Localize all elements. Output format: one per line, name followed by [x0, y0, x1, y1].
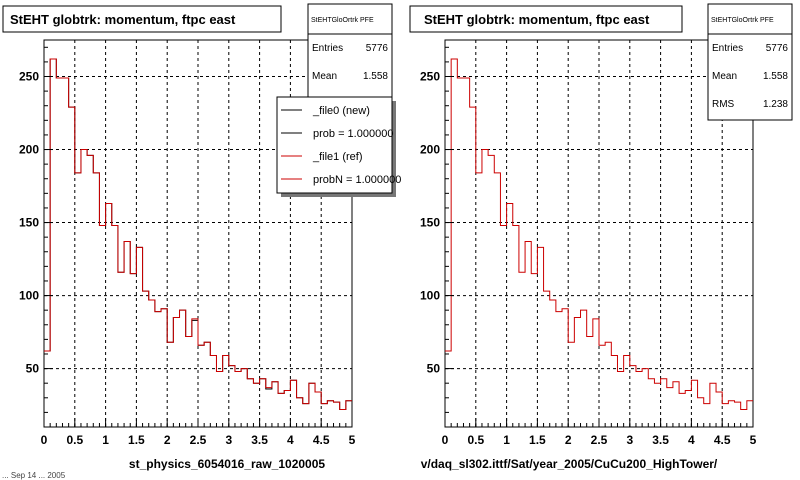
left-x-axis-label: st_physics_6054016_raw_1020005	[129, 457, 325, 471]
right-stats-header: StEHTGloOrtrk PFE	[711, 17, 774, 24]
x-tick-label: 2.5	[591, 433, 608, 447]
right-chart-title: StEHT globtrk: momentum, ftpc east	[424, 12, 650, 27]
x-tick-label: 2	[164, 433, 171, 447]
x-tick-label: 0	[41, 433, 48, 447]
right-stats-label: Mean	[712, 71, 737, 82]
x-tick-label: 4.5	[313, 433, 330, 447]
left-stats-label: Entries	[312, 43, 343, 54]
x-tick-label: 4	[287, 433, 294, 447]
x-tick-label: 5	[349, 433, 356, 447]
y-tick-label: 50	[427, 362, 441, 376]
left-stats-value: 5776	[366, 43, 389, 54]
left-title-box	[2, 5, 282, 33]
legend-entry-file1: _file1 (ref)	[312, 151, 363, 163]
left-stats-box	[307, 3, 393, 99]
left-axes: 0 0.5 1 1.5 2 2.5 3 3.5 4 4.5 5 50 100 150 200 250	[19, 46, 356, 447]
right-stats-value: 5776	[766, 43, 789, 54]
right-stats-value: 1.238	[763, 99, 788, 110]
right-x-axis-label: v/daq_sl302.ittf/Sat/year_2005/CuCu200_H…	[421, 457, 718, 471]
legend-entry-file0: _file0 (new)	[312, 105, 370, 117]
right-stats-label: Entries	[712, 43, 743, 54]
left-grid	[44, 40, 352, 427]
x-tick-label: 2.5	[190, 433, 207, 447]
y-tick-label: 250	[19, 70, 39, 84]
left-stats-label: Mean	[312, 71, 337, 82]
x-tick-label: 1.5	[529, 433, 546, 447]
left-stats-header: StEHTGloOrtrk PFE	[311, 17, 374, 24]
right-panel: 0 0.5 1 1.5 2 2.5 3 3.5 4 4.5 5 50 100 150 200 250 StEH…	[409, 3, 793, 471]
right-axes: 0 0.5 1 1.5 2 2.5 3 3.5 4 4.5 5 50 100 150 200 250	[420, 46, 757, 447]
legend-entry-probn: probN = 1.000000	[313, 174, 401, 186]
y-tick-label: 50	[26, 362, 40, 376]
right-title-box	[409, 5, 683, 33]
x-tick-label: 0	[442, 433, 449, 447]
y-tick-label: 200	[420, 143, 440, 157]
x-tick-label: 2	[565, 433, 572, 447]
x-tick-label: 3.5	[652, 433, 669, 447]
y-tick-label: 150	[19, 216, 39, 230]
x-tick-label: 0.5	[66, 433, 83, 447]
left-histograms	[44, 58, 352, 410]
left-chart-title: StEHT globtrk: momentum, ftpc east	[10, 12, 236, 27]
y-tick-label: 150	[420, 216, 440, 230]
left-panel: 0 0.5 1 1.5 2 2.5 3 3.5 4 4.5 5 50 100 150 200 250 StEH…	[2, 3, 401, 471]
x-tick-label: 1	[503, 433, 510, 447]
x-tick-label: 5	[750, 433, 757, 447]
x-tick-label: 1.5	[128, 433, 145, 447]
x-tick-label: 4	[688, 433, 695, 447]
x-tick-label: 1	[102, 433, 109, 447]
right-histograms	[445, 58, 753, 410]
right-grid	[445, 40, 753, 427]
left-stats-value: 1.558	[363, 71, 388, 82]
y-tick-label: 250	[420, 70, 440, 84]
left-legend: _file0 (new) prob = 1.000000 _file1 (ref…	[276, 96, 401, 197]
x-tick-label: 3.5	[251, 433, 268, 447]
right-stats-label: RMS	[712, 99, 735, 110]
legend-entry-prob: prob = 1.000000	[313, 128, 393, 140]
right-stats-box	[707, 3, 793, 121]
legend-box	[276, 96, 393, 194]
x-tick-label: 0.5	[467, 433, 484, 447]
right-stats-value: 1.558	[763, 71, 788, 82]
x-tick-label: 4.5	[714, 433, 731, 447]
y-tick-label: 200	[19, 143, 39, 157]
x-tick-label: 3	[626, 433, 633, 447]
histogram-series-0	[445, 58, 753, 410]
histogram-series-1	[44, 58, 352, 410]
footer-timestamp: ... Sep 14 ... 2005	[2, 471, 66, 480]
x-tick-label: 3	[225, 433, 232, 447]
y-tick-label: 100	[420, 289, 440, 303]
y-tick-label: 100	[19, 289, 39, 303]
